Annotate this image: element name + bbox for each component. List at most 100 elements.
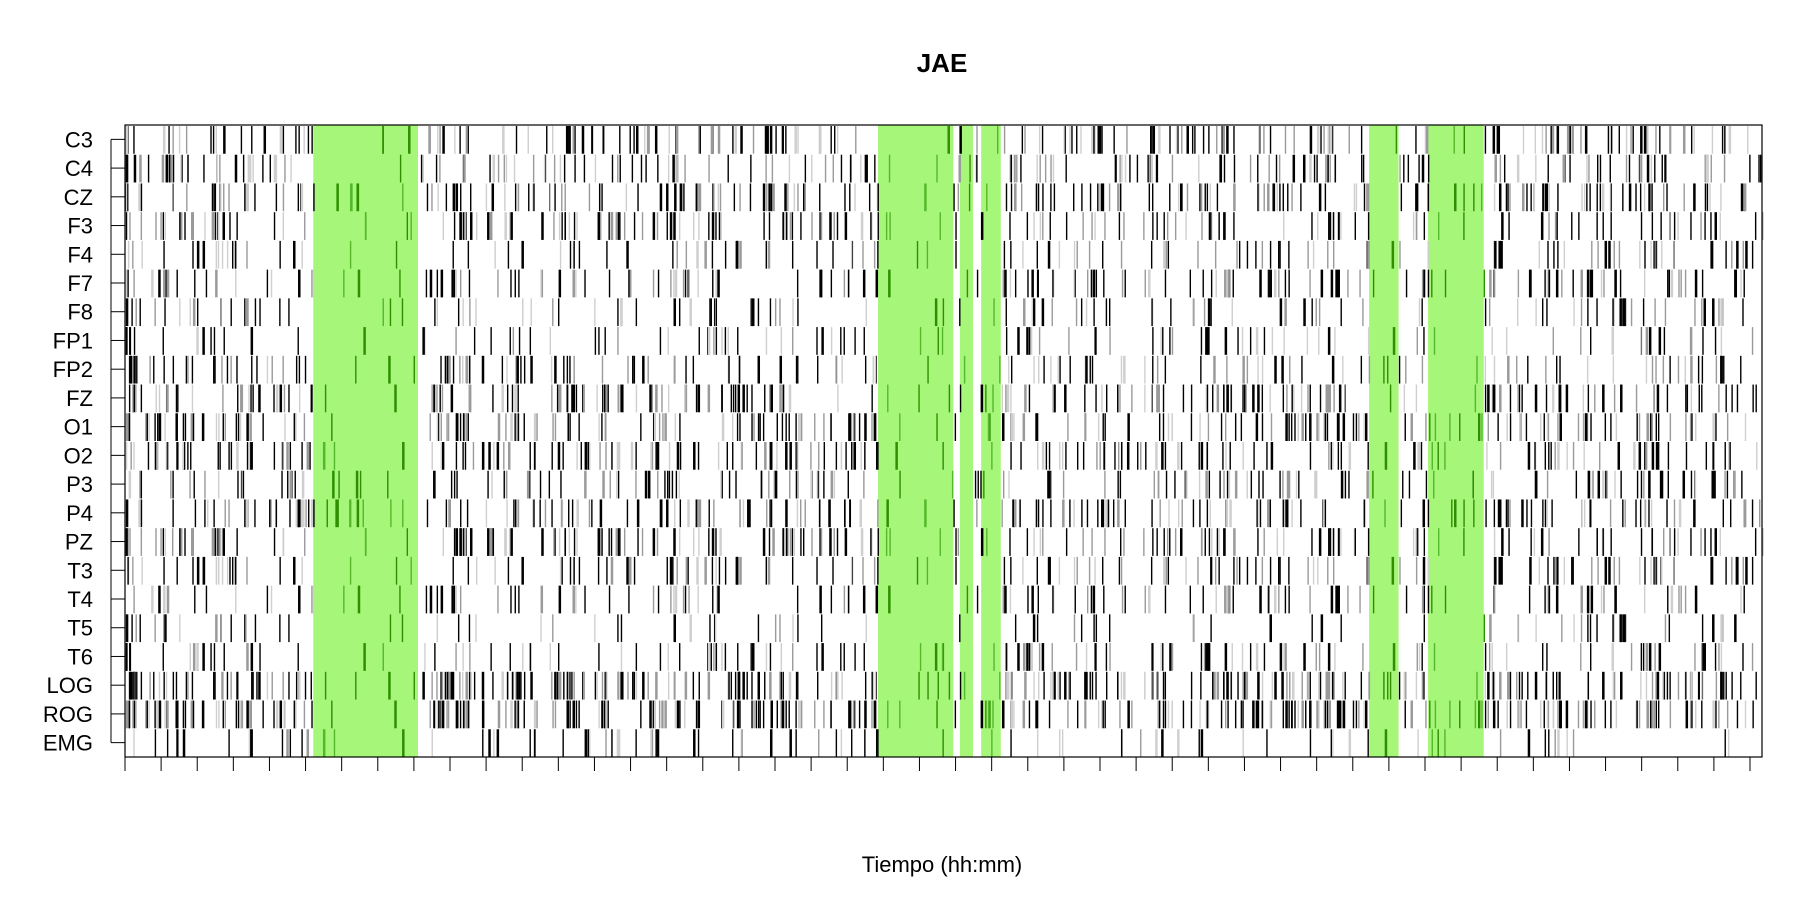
event-mark (235, 700, 238, 729)
event-mark (126, 643, 128, 671)
event-mark (196, 643, 199, 671)
event-mark (829, 528, 832, 556)
event-mark (1010, 671, 1013, 700)
event-mark (1015, 154, 1017, 183)
event-mark (615, 212, 619, 240)
event-mark (977, 470, 979, 499)
event-mark (1427, 556, 1429, 585)
event-mark (769, 499, 771, 528)
event-mark (1044, 154, 1047, 183)
event-mark (713, 499, 715, 528)
event-mark (1755, 671, 1757, 700)
event-mark (1556, 556, 1558, 585)
event-mark (1337, 442, 1340, 470)
event-mark (551, 384, 553, 413)
event-mark (1197, 240, 1199, 269)
event-mark (851, 729, 853, 757)
event-mark (1503, 154, 1506, 183)
event-mark (1552, 671, 1554, 700)
event-mark (350, 183, 353, 212)
event-mark (1091, 528, 1093, 556)
event-mark (228, 729, 230, 757)
event-mark (215, 556, 218, 585)
event-mark (1572, 442, 1575, 470)
event-mark (708, 212, 710, 240)
event-mark (1694, 585, 1698, 614)
event-mark (1628, 183, 1632, 212)
event-mark (873, 413, 875, 441)
event-mark (305, 499, 307, 528)
event-mark (608, 585, 611, 614)
event-mark (1123, 528, 1125, 556)
event-mark (241, 470, 244, 499)
event-mark (1316, 126, 1320, 154)
event-mark (762, 413, 765, 441)
event-mark (764, 384, 766, 413)
event-mark (301, 729, 303, 757)
event-mark (739, 240, 742, 269)
event-mark (387, 470, 389, 499)
event-mark (1644, 556, 1646, 585)
event-mark (1012, 499, 1015, 528)
event-mark (1061, 729, 1064, 757)
event-mark (311, 585, 313, 614)
event-mark (164, 212, 167, 240)
event-mark (764, 671, 766, 700)
event-mark (164, 413, 166, 441)
event-mark (437, 183, 439, 212)
event-mark (1282, 700, 1285, 729)
event-mark (1123, 355, 1126, 384)
event-mark (1332, 528, 1335, 556)
event-mark (213, 183, 215, 212)
event-mark (1282, 499, 1284, 528)
event-mark (959, 126, 962, 154)
event-mark (546, 126, 548, 154)
event-mark (1619, 614, 1622, 643)
event-mark (452, 355, 455, 384)
event-mark (552, 298, 554, 327)
event-mark (573, 671, 575, 700)
event-mark (1120, 528, 1122, 556)
event-mark (220, 614, 222, 643)
event-mark (1410, 413, 1413, 441)
event-mark (1491, 643, 1493, 671)
event-mark (440, 700, 442, 729)
event-mark (1477, 700, 1480, 729)
event-mark (163, 240, 165, 269)
event-mark (816, 240, 818, 269)
event-mark (322, 729, 326, 757)
event-mark (1318, 643, 1321, 671)
event-mark (552, 614, 554, 643)
event-mark (726, 442, 728, 470)
event-mark (1609, 183, 1612, 212)
event-mark (976, 499, 978, 528)
event-mark (517, 700, 520, 729)
event-mark (788, 413, 790, 441)
event-mark (1734, 269, 1737, 298)
event-mark (1144, 585, 1146, 614)
event-mark (572, 269, 575, 298)
event-mark (601, 528, 603, 556)
event-mark (554, 355, 557, 384)
event-mark (212, 126, 215, 154)
event-mark (1587, 413, 1589, 441)
event-mark (584, 442, 588, 470)
event-mark (791, 528, 794, 556)
event-mark (1051, 298, 1053, 327)
event-mark (797, 298, 799, 327)
event-mark (715, 556, 717, 585)
event-mark (1261, 671, 1264, 700)
event-mark (1261, 240, 1264, 269)
event-mark (1226, 355, 1228, 384)
event-mark (1045, 442, 1048, 470)
event-mark (303, 126, 305, 154)
event-mark (1694, 298, 1696, 327)
event-mark (1020, 183, 1023, 212)
event-mark (674, 269, 678, 298)
event-mark (1127, 700, 1130, 729)
event-mark (599, 528, 602, 556)
event-mark (651, 384, 654, 413)
event-mark (843, 327, 845, 355)
event-mark (355, 355, 357, 384)
event-mark (1352, 700, 1355, 729)
